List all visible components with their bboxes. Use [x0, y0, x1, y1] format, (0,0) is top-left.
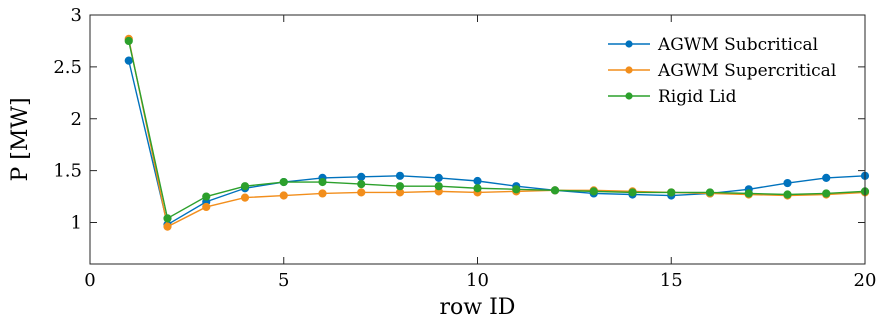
legend-swatch-marker-1: [625, 66, 633, 74]
x-axis-label: row ID: [440, 295, 516, 320]
data-point-2-10: [512, 185, 521, 194]
y-tick-label: 1.5: [53, 161, 82, 182]
data-point-2-6: [357, 180, 366, 189]
data-point-0-6: [357, 172, 366, 181]
data-point-1-3: [240, 193, 250, 202]
data-point-0-9: [473, 176, 482, 186]
legend-entry-0: AGWM Subcritical: [657, 35, 818, 55]
data-point-2-5: [318, 177, 327, 187]
legend-entry-2: Rigid Lid: [658, 87, 737, 107]
series-line-1: [128, 38, 866, 228]
data-point-2-4: [279, 177, 288, 187]
series-line-2: [128, 40, 866, 220]
data-point-1-1: [163, 222, 172, 231]
series-layer: [124, 34, 870, 231]
data-point-2-8: [434, 182, 443, 191]
data-point-2-18: [822, 189, 831, 198]
data-point-2-0: [124, 36, 133, 46]
legend-swatch-marker-2: [625, 92, 633, 100]
legend-entry-1: AGWM Supercritical: [657, 61, 836, 81]
data-point-2-14: [667, 188, 676, 197]
data-point-1-6: [357, 188, 366, 197]
y-tick-label: 2: [71, 109, 82, 130]
legend: AGWM Subcritical AGWM Supercritical Rigid …: [600, 30, 858, 116]
x-tick-label: 0: [84, 270, 95, 291]
data-point-2-17: [783, 190, 792, 199]
x-tick-label: 15: [660, 270, 683, 291]
y-tick-label: 2.5: [53, 57, 82, 78]
data-point-2-9: [473, 184, 482, 193]
x-tick-label: 5: [278, 270, 289, 291]
data-point-2-11: [550, 186, 560, 195]
data-point-2-15: [705, 188, 715, 197]
y-tick-label: 1: [71, 213, 82, 234]
data-point-1-5: [318, 189, 327, 198]
data-point-2-7: [395, 182, 405, 191]
data-point-2-12: [589, 187, 598, 196]
data-point-2-16: [744, 189, 753, 198]
data-point-0-7: [395, 171, 405, 180]
data-point-0-18: [822, 173, 831, 182]
y-axis-label: P [MW]: [8, 97, 33, 181]
axes-layer: 0 5 10 15 20 1 1.5 2 2.5 3: [53, 5, 876, 291]
legend-swatch-marker-0: [625, 40, 633, 48]
data-point-0-0: [124, 56, 133, 65]
data-point-0-8: [434, 173, 443, 182]
x-tick-label: 10: [466, 270, 489, 291]
x-tick-label: 20: [854, 270, 877, 291]
data-point-2-2: [202, 192, 211, 201]
data-point-2-1: [163, 214, 172, 223]
data-point-1-4: [279, 191, 288, 200]
data-point-1-2: [202, 202, 211, 212]
data-point-2-13: [628, 188, 637, 197]
data-point-2-3: [240, 182, 250, 191]
y-tick-label: 3: [71, 5, 82, 26]
data-point-0-17: [783, 178, 792, 188]
series-line-0: [128, 60, 866, 226]
